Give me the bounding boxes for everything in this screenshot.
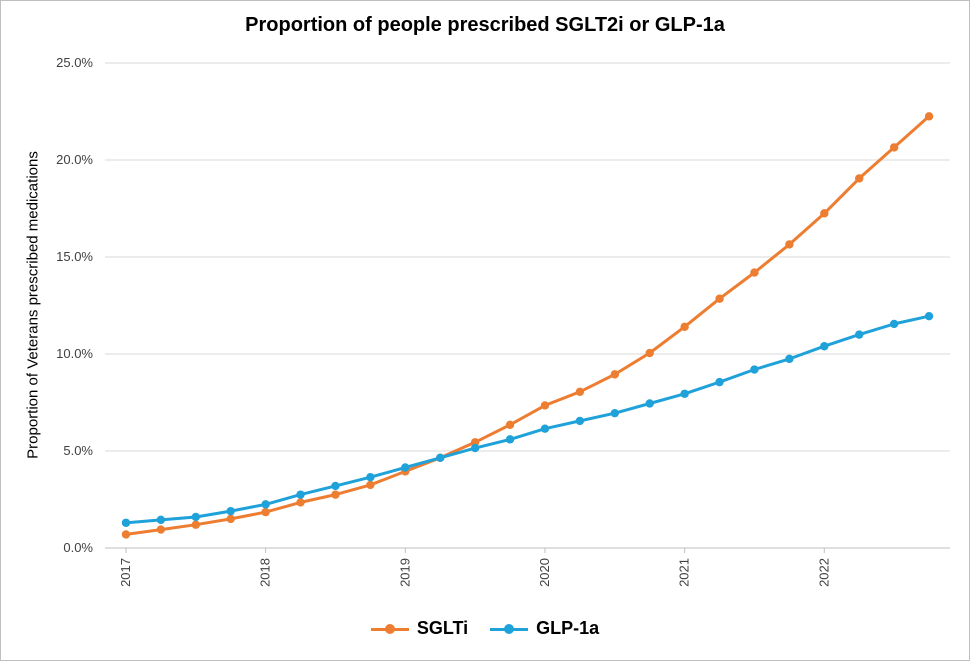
data-point-sglti xyxy=(680,322,689,332)
data-point-sglti xyxy=(610,370,619,379)
data-point-glp1a xyxy=(889,319,899,329)
legend-item-glp1a: GLP-1a xyxy=(490,618,599,639)
data-point-glp1a xyxy=(261,500,270,509)
data-point-sglti xyxy=(296,498,305,507)
data-point-sglti xyxy=(785,240,794,249)
data-point-glp1a xyxy=(436,453,445,462)
data-point-glp1a xyxy=(680,389,689,398)
data-point-glp1a xyxy=(401,463,410,472)
y-tick-label: 25.0% xyxy=(56,55,93,70)
legend-item-sglti: SGLTi xyxy=(370,618,469,639)
x-tick-label: 2019 xyxy=(397,558,412,587)
y-tick-label: 5.0% xyxy=(63,443,93,458)
data-point-sglti xyxy=(261,507,270,517)
data-point-sglti xyxy=(820,209,829,218)
data-point-glp1a xyxy=(610,408,619,418)
y-tick-label: 0.0% xyxy=(63,540,93,555)
x-tick-label: 2020 xyxy=(537,558,552,587)
legend-label-glp1a: GLP-1a xyxy=(536,618,600,638)
data-point-sglti xyxy=(575,387,585,397)
x-tick-label: 2017 xyxy=(118,558,133,587)
data-point-sglti xyxy=(505,420,515,430)
data-point-glp1a xyxy=(540,424,550,433)
legend-label-sglti: SGLTi xyxy=(416,618,469,638)
data-point-glp1a xyxy=(820,342,829,351)
data-point-sglti xyxy=(540,401,550,410)
data-point-glp1a xyxy=(121,518,131,527)
legend-swatch-glp1a xyxy=(490,623,529,635)
data-point-sglti xyxy=(645,348,654,358)
data-point-sglti xyxy=(121,530,131,539)
data-point-glp1a xyxy=(575,416,585,426)
data-point-sglti xyxy=(191,520,200,529)
y-tick-label: 15.0% xyxy=(56,249,93,264)
data-point-sglti xyxy=(331,490,340,499)
data-point-glp1a xyxy=(645,399,654,408)
data-point-glp1a xyxy=(296,490,305,499)
data-point-sglti xyxy=(889,143,899,152)
data-point-glp1a xyxy=(156,515,166,525)
y-tick-label: 10.0% xyxy=(56,346,93,361)
series-line-sglti xyxy=(125,115,930,536)
data-point-glp1a xyxy=(715,377,724,387)
data-point-sglti xyxy=(924,112,934,121)
data-point-glp1a xyxy=(855,330,864,339)
x-tick-label: 2021 xyxy=(677,558,692,587)
data-point-glp1a xyxy=(366,472,375,482)
chart-title: Proportion of people prescribed SGLT2i o… xyxy=(245,14,725,36)
data-point-sglti xyxy=(470,438,480,447)
y-tick-label: 20.0% xyxy=(56,152,93,167)
data-point-glp1a xyxy=(785,354,794,364)
data-point-glp1a xyxy=(470,443,480,453)
data-point-glp1a xyxy=(226,506,235,516)
data-point-glp1a xyxy=(331,481,340,491)
data-point-sglti xyxy=(156,525,166,534)
data-point-sglti xyxy=(226,514,235,524)
x-tick-label: 2022 xyxy=(816,558,831,587)
legend-swatch-sglti xyxy=(370,623,409,635)
data-point-sglti xyxy=(366,480,375,490)
data-point-glp1a xyxy=(924,311,934,321)
x-tick-label: 2018 xyxy=(258,558,273,587)
data-point-glp1a xyxy=(750,365,759,374)
legend: SGLTi GLP-1a xyxy=(0,618,970,639)
series-line-glp1a xyxy=(125,314,930,525)
data-point-sglti xyxy=(750,268,759,277)
data-point-glp1a xyxy=(505,435,515,444)
data-point-sglti xyxy=(855,174,864,183)
data-point-glp1a xyxy=(191,512,200,522)
data-point-sglti xyxy=(715,294,724,303)
